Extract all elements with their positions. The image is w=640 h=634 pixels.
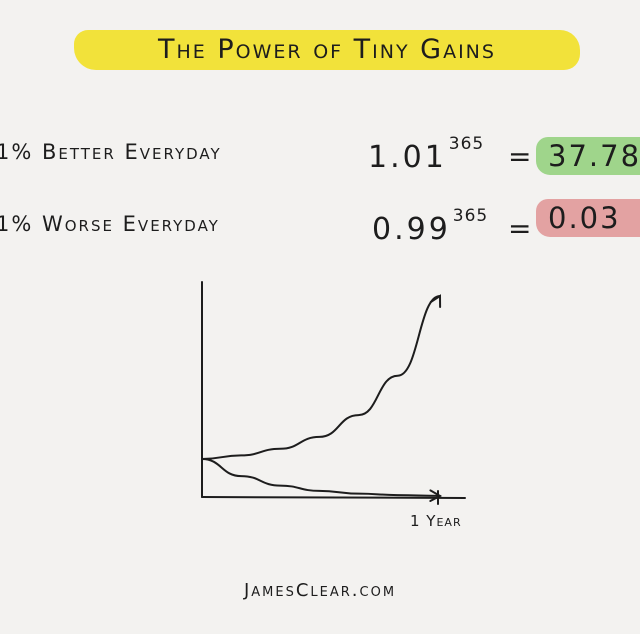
title-highlight	[74, 30, 580, 70]
worse-result: 0.03	[536, 199, 640, 237]
x-axis	[201, 496, 466, 499]
better-formula: 1.01 365	[368, 134, 484, 175]
x-tick-label-year: 1 Year	[410, 512, 462, 530]
better-curve	[201, 295, 441, 460]
title-banner: The Power of Tiny Gains	[74, 26, 580, 72]
worse-base: 0.99	[372, 212, 451, 247]
worse-label: 1% Worse Everyday	[0, 212, 220, 236]
better-exponent: 365	[448, 134, 485, 154]
better-equals: =	[508, 140, 532, 173]
worse-curve	[201, 458, 441, 497]
chart-series	[201, 294, 443, 502]
better-base: 1.01	[368, 140, 447, 175]
better-result: 37.78	[536, 137, 640, 175]
worse-formula: 0.99 365	[372, 206, 488, 247]
site-footer: JamesClear.com	[243, 580, 397, 601]
better-label: 1% Better Everyday	[0, 140, 222, 164]
page-title: The Power of Tiny Gains	[158, 34, 496, 65]
worse-equals: =	[508, 212, 532, 245]
worse-exponent: 365	[452, 206, 489, 226]
